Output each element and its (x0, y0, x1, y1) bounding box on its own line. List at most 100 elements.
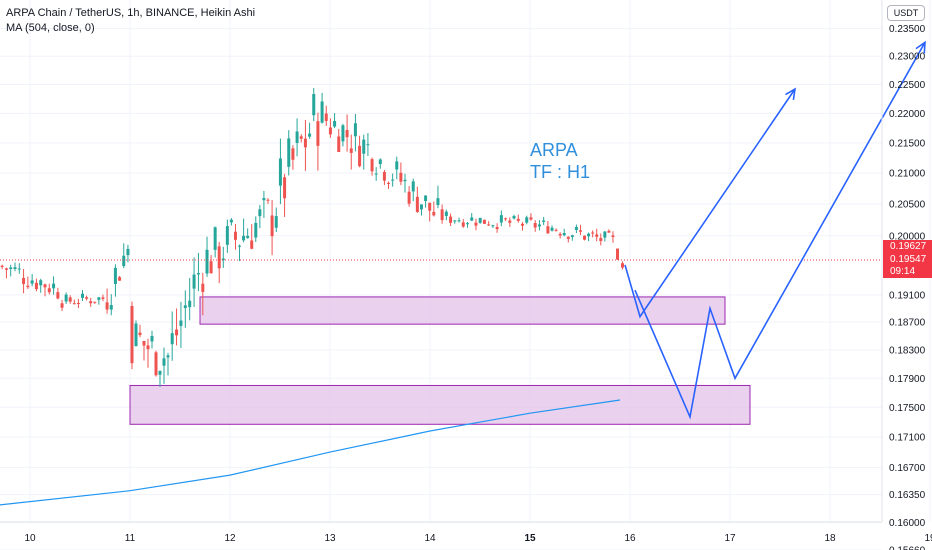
candle-body (105, 302, 109, 310)
candle-body (93, 301, 97, 303)
candle-body (521, 223, 524, 226)
ma-legend[interactable]: MA (504, close, 0) (6, 22, 95, 34)
candle-body (166, 355, 170, 358)
candle-body (466, 223, 469, 225)
candle-body (312, 93, 316, 116)
candle-body (345, 130, 349, 138)
candle-body (85, 297, 89, 299)
candle-body (97, 297, 101, 300)
candle-body (109, 305, 113, 310)
price-tick-label: 0.22500 (889, 80, 926, 91)
candle-body (391, 179, 395, 181)
candle-body (499, 215, 503, 223)
candle-body (150, 336, 154, 342)
candle-body (578, 230, 582, 232)
candle-body (158, 370, 162, 375)
candle-body (419, 204, 423, 210)
last-price-label: 0.19627 (883, 240, 932, 253)
demand-zone[interactable] (199, 296, 726, 325)
price-tick-label: 0.16700 (889, 463, 926, 474)
candle-body (440, 209, 444, 221)
candle-body (221, 258, 225, 261)
candle-body (504, 218, 508, 220)
candle-body (362, 139, 366, 154)
projection-path[interactable] (634, 41, 926, 420)
candle-body (415, 196, 419, 212)
price-tick-label: 0.17100 (889, 432, 926, 443)
candle-body (162, 358, 166, 366)
candle-body (213, 227, 217, 250)
candle-body (444, 211, 448, 217)
price-tick-label: 0.23000 (889, 52, 926, 63)
candle-body (9, 267, 13, 270)
candle-body (250, 240, 254, 249)
candle-body (478, 217, 482, 223)
projection-arrowhead (785, 87, 797, 101)
candle-body (512, 215, 516, 219)
ma-line[interactable] (0, 399, 621, 506)
price-tick-label: 0.20000 (889, 231, 926, 242)
candle-body (291, 148, 295, 160)
time-tick-label: 19 (924, 533, 932, 544)
candle-body (43, 284, 47, 288)
time-tick-label: 10 (24, 533, 36, 544)
candle-body (436, 198, 440, 206)
currency-badge[interactable]: USDT (887, 5, 925, 21)
candle-body (192, 274, 196, 289)
candle-body (4, 268, 8, 270)
price-tick-label: 0.18300 (889, 345, 926, 356)
candle-body (146, 345, 150, 350)
candle-body (570, 235, 574, 238)
candle-body (611, 235, 615, 238)
candle-body (134, 323, 138, 347)
candle-body (508, 220, 512, 223)
candle-body (295, 131, 299, 143)
candle-body (39, 280, 43, 286)
price-tick-label: 0.16000 (889, 518, 926, 529)
candle-body (516, 218, 520, 221)
candle-body (607, 230, 611, 233)
candle-body (424, 195, 428, 201)
time-tick-label: 14 (424, 533, 436, 544)
demand-zone[interactable] (129, 384, 751, 425)
candle-body (428, 202, 432, 211)
candle-body (308, 133, 312, 137)
time-tick-label: 18 (824, 533, 836, 544)
candle-body (76, 303, 80, 305)
candle-body (246, 235, 250, 239)
candle-body (537, 224, 541, 227)
candle-body (546, 226, 550, 234)
candle-body (554, 229, 558, 231)
candle-body (550, 227, 554, 231)
candle-body (542, 220, 546, 222)
time-tick-label: 16 (624, 533, 636, 544)
candle-body (64, 294, 68, 302)
candle-body (233, 231, 237, 240)
ma-price-label: 0.19547 (883, 253, 932, 266)
price-tick-label: 0.19100 (889, 290, 926, 301)
candle-body (449, 216, 453, 223)
annotation-timeframe: TF : H1 (530, 162, 591, 182)
candle-body (81, 293, 84, 298)
candle-body (254, 222, 258, 238)
candle-body (470, 217, 474, 221)
candle-body (270, 215, 274, 237)
candle-body (209, 261, 213, 274)
candle-body (283, 177, 287, 199)
time-tick-label: 17 (724, 533, 736, 544)
candle-body (558, 233, 562, 236)
candle-body (621, 263, 624, 268)
candle-body (374, 173, 378, 175)
candle-body (179, 320, 183, 326)
time-tick-label: 11 (125, 533, 136, 544)
plot-area[interactable] (0, 0, 882, 522)
candle-body (341, 125, 345, 142)
projection-path[interactable] (624, 88, 796, 319)
candle-body (457, 220, 461, 222)
candle-body (26, 285, 30, 288)
candle-body (138, 332, 142, 336)
candle-body (225, 226, 229, 245)
candle-body (122, 255, 126, 267)
candle-body (262, 198, 266, 201)
